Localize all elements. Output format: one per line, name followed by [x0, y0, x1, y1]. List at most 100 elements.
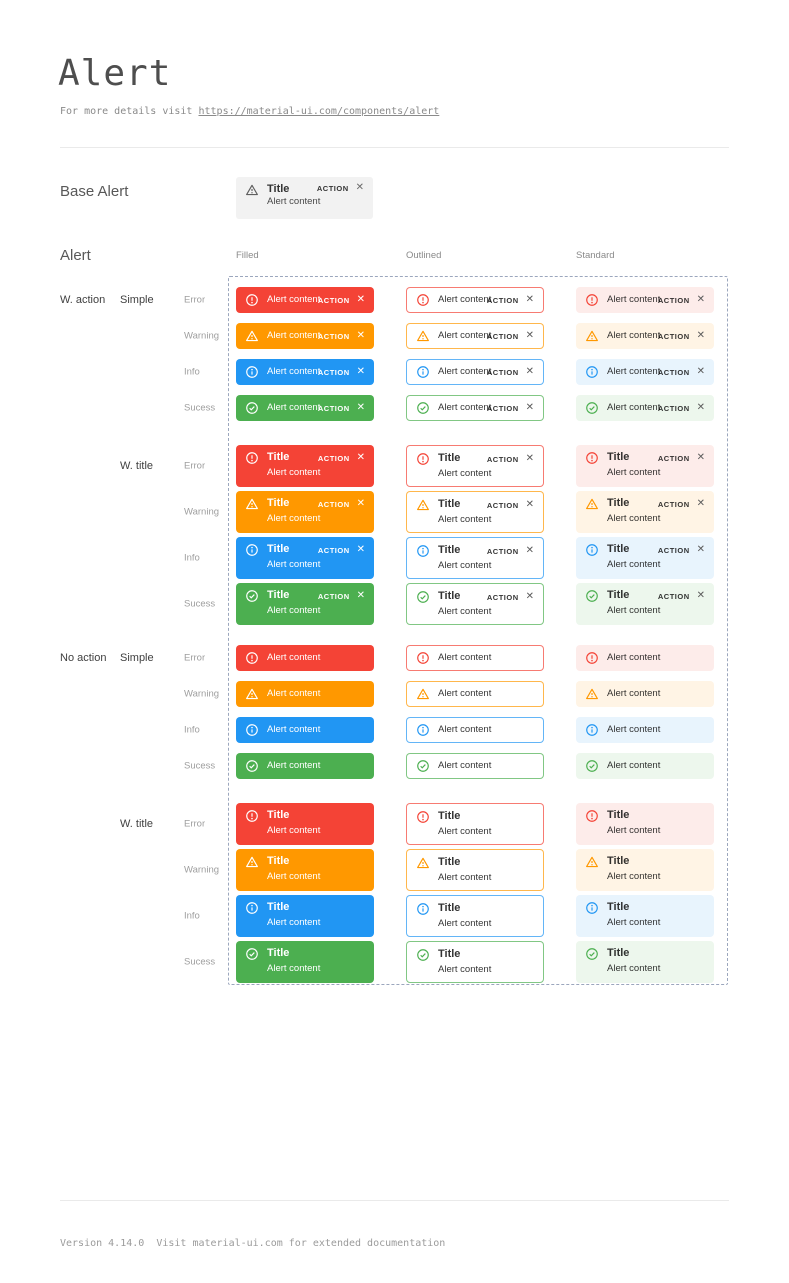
alert-content: Alert content	[607, 294, 661, 305]
close-icon[interactable]: ✕	[696, 366, 705, 377]
alert-content: Alert content	[607, 402, 661, 413]
info-circle-icon	[245, 723, 259, 737]
close-icon[interactable]: ✕	[525, 330, 534, 341]
action-button[interactable]: ACTION	[657, 367, 690, 377]
warning-triangle-icon	[245, 855, 259, 869]
alert-standard-info-titled-noaction: Title Alert content	[576, 895, 714, 937]
severity-label: Warning	[184, 506, 220, 518]
check-circle-icon	[585, 759, 599, 773]
divider-bottom	[60, 1200, 729, 1201]
action-button[interactable]: ACTION	[486, 500, 519, 510]
severity-label: Warning	[184, 864, 220, 876]
warning-triangle-icon	[416, 498, 430, 512]
close-icon[interactable]: ✕	[696, 452, 705, 463]
close-icon[interactable]: ✕	[525, 499, 534, 510]
alert-filled-success-titled-noaction: Title Alert content	[236, 941, 374, 983]
alert-standard-error-titled: Title Alert content ACTION ✕	[576, 445, 714, 487]
severity-label: Error	[184, 294, 206, 306]
info-circle-icon	[585, 365, 599, 379]
action-button[interactable]: ACTION	[486, 331, 519, 341]
close-icon[interactable]: ✕	[696, 544, 705, 555]
alert-standard-warning-simple-noaction: Alert content	[576, 681, 714, 707]
alert-content: Alert content	[267, 513, 321, 524]
action-button[interactable]: ACTION	[317, 499, 350, 509]
action-button[interactable]: ACTION	[657, 331, 690, 341]
alert-content: Alert content	[267, 825, 321, 836]
close-icon[interactable]: ✕	[356, 498, 365, 509]
check-circle-icon	[245, 947, 259, 961]
action-button[interactable]: ACTION	[317, 331, 350, 341]
close-icon[interactable]: ✕	[525, 402, 534, 413]
close-icon[interactable]: ✕	[356, 330, 365, 341]
group-mode-label: W. title	[120, 818, 154, 830]
close-icon[interactable]: ✕	[355, 182, 364, 193]
close-icon[interactable]: ✕	[356, 294, 365, 305]
close-icon[interactable]: ✕	[525, 294, 534, 305]
alert-content: Alert content	[438, 964, 492, 975]
action-button[interactable]: ACTION	[657, 403, 690, 413]
action-button[interactable]: ACTION	[317, 295, 350, 305]
action-button[interactable]: ACTION	[486, 454, 519, 464]
close-icon[interactable]: ✕	[525, 545, 534, 556]
alert-outlined-info-simple: Alert content ACTION ✕	[406, 359, 544, 385]
action-button[interactable]: ACTION	[657, 295, 690, 305]
action-button[interactable]: ACTION	[657, 591, 690, 601]
action-button[interactable]: ACTION	[316, 183, 349, 193]
info-circle-icon	[416, 723, 430, 737]
severity-label: Sucess	[184, 956, 216, 968]
close-icon[interactable]: ✕	[525, 591, 534, 602]
alert-title: Title	[438, 810, 461, 822]
alert-title: Title	[438, 902, 461, 914]
warning-triangle-icon	[416, 329, 430, 343]
close-icon[interactable]: ✕	[356, 402, 365, 413]
alert-outlined-warning-titled-noaction: Title Alert content	[406, 849, 544, 891]
alert-content: Alert content	[607, 825, 661, 836]
severity-label: Error	[184, 460, 206, 472]
alert-outlined-warning-simple: Alert content ACTION ✕	[406, 323, 544, 349]
check-circle-icon	[585, 589, 599, 603]
action-button[interactable]: ACTION	[317, 545, 350, 555]
close-icon[interactable]: ✕	[696, 498, 705, 509]
severity-label: Sucess	[184, 402, 216, 414]
close-icon[interactable]: ✕	[696, 590, 705, 601]
action-button[interactable]: ACTION	[657, 545, 690, 555]
doc-link[interactable]: https://material-ui.com/components/alert	[198, 106, 440, 117]
close-icon[interactable]: ✕	[525, 453, 534, 464]
alert-standard-info-simple: Alert content ACTION ✕	[576, 359, 714, 385]
alert-outlined-error-simple: Alert content ACTION ✕	[406, 287, 544, 313]
action-button[interactable]: ACTION	[317, 453, 350, 463]
info-circle-icon	[585, 543, 599, 557]
alert-standard-warning-titled-noaction: Title Alert content	[576, 849, 714, 891]
alert-content: Alert content	[438, 402, 492, 413]
action-button[interactable]: ACTION	[486, 592, 519, 602]
alert-filled-info-titled: Title Alert content ACTION ✕	[236, 537, 374, 579]
action-button[interactable]: ACTION	[657, 453, 690, 463]
error-circle-icon	[585, 809, 599, 823]
alert-content: Alert content	[438, 760, 492, 771]
close-icon[interactable]: ✕	[525, 366, 534, 377]
group-mode-label: Simple	[120, 652, 154, 664]
severity-label: Warning	[184, 330, 220, 342]
close-icon[interactable]: ✕	[696, 330, 705, 341]
action-button[interactable]: ACTION	[317, 367, 350, 377]
close-icon[interactable]: ✕	[356, 366, 365, 377]
action-button[interactable]: ACTION	[317, 403, 350, 413]
close-icon[interactable]: ✕	[356, 452, 365, 463]
alert-content: Alert content	[267, 294, 321, 305]
column-header-outlined: Outlined	[406, 250, 442, 261]
close-icon[interactable]: ✕	[356, 590, 365, 601]
action-button[interactable]: ACTION	[657, 499, 690, 509]
action-button[interactable]: ACTION	[486, 295, 519, 305]
close-icon[interactable]: ✕	[356, 544, 365, 555]
action-button[interactable]: ACTION	[486, 403, 519, 413]
action-button[interactable]: ACTION	[486, 546, 519, 556]
alert-filled-error-titled: Title Alert content ACTION ✕	[236, 445, 374, 487]
action-button[interactable]: ACTION	[317, 591, 350, 601]
action-button[interactable]: ACTION	[486, 367, 519, 377]
close-icon[interactable]: ✕	[696, 402, 705, 413]
alert-title: Title	[267, 809, 290, 821]
divider-top	[60, 147, 729, 148]
close-icon[interactable]: ✕	[696, 294, 705, 305]
alert-filled-warning-simple-noaction: Alert content	[236, 681, 374, 707]
base-alert-label: Base Alert	[60, 183, 129, 200]
